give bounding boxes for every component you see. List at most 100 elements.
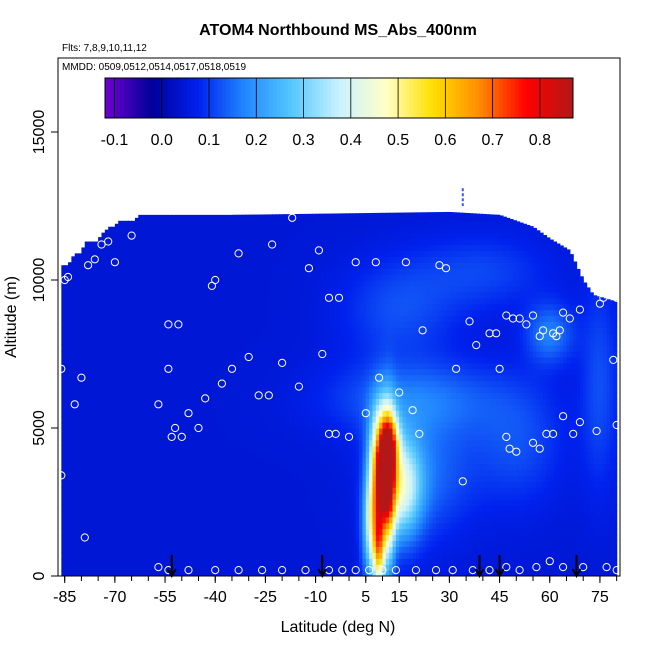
heat-cell xyxy=(191,504,196,512)
heat-cell xyxy=(68,564,72,571)
heat-cell xyxy=(268,297,273,305)
heat-cell xyxy=(255,422,260,429)
heat-cell xyxy=(121,487,126,494)
heat-cell xyxy=(155,362,159,370)
heat-cell xyxy=(124,534,129,542)
heat-cell xyxy=(221,333,226,340)
heat-cell xyxy=(124,362,129,370)
heat-cell xyxy=(275,238,280,246)
heat-cell xyxy=(158,333,163,340)
heat-cell xyxy=(305,433,310,441)
heat-cell xyxy=(175,516,180,524)
heat-cell xyxy=(262,558,267,565)
heat-cell xyxy=(258,309,263,317)
heat-cell xyxy=(118,250,123,257)
heat-cell xyxy=(151,345,156,352)
heat-cell xyxy=(292,528,297,536)
heat-cell xyxy=(131,404,136,411)
heat-cell xyxy=(255,220,260,228)
heat-cell xyxy=(114,428,119,435)
heat-cell xyxy=(325,564,330,571)
heat-cell xyxy=(165,297,169,305)
heat-cell xyxy=(328,362,333,370)
heat-cell xyxy=(201,220,206,228)
heat-cell xyxy=(278,499,283,506)
heat-cell xyxy=(241,250,246,257)
heat-cell xyxy=(315,404,320,411)
heat-cell xyxy=(191,433,196,441)
heat-cell xyxy=(275,220,280,228)
heat-cell xyxy=(104,274,109,281)
heat-cell xyxy=(245,380,250,388)
heat-cell xyxy=(298,469,303,476)
heat-cell xyxy=(114,504,119,512)
heat-cell xyxy=(215,475,220,482)
heat-cell xyxy=(215,226,220,234)
heat-cell xyxy=(235,244,240,251)
heat-cell xyxy=(211,339,216,346)
heat-cell xyxy=(188,226,193,234)
heat-cell xyxy=(275,244,280,251)
heat-cell xyxy=(292,510,297,518)
heat-cell xyxy=(191,481,196,488)
heat-cell xyxy=(225,244,230,251)
heat-cell xyxy=(332,285,337,293)
heat-cell xyxy=(178,510,183,518)
heat-cell xyxy=(278,416,283,423)
heat-cell xyxy=(144,321,149,328)
heat-cell xyxy=(288,327,293,334)
heat-cell xyxy=(265,274,270,281)
heat-cell xyxy=(211,451,216,459)
heat-cell xyxy=(315,534,320,542)
heat-cell xyxy=(332,404,337,411)
heat-cell xyxy=(265,380,270,388)
heat-cell xyxy=(262,220,267,228)
heat-cell xyxy=(158,504,163,512)
heat-cell xyxy=(88,410,93,417)
heat-cell xyxy=(292,232,297,240)
heat-cell xyxy=(292,333,297,340)
heat-cell xyxy=(328,356,333,364)
heat-cell xyxy=(188,487,193,494)
heat-cell xyxy=(201,451,206,459)
heat-cell xyxy=(104,368,109,376)
heat-cell xyxy=(141,339,146,346)
heat-cell xyxy=(332,439,337,447)
heat-cell xyxy=(98,564,103,571)
heat-cell xyxy=(104,256,109,263)
heat-cell xyxy=(238,546,243,553)
heat-cell xyxy=(181,398,186,405)
heat-cell xyxy=(61,268,66,275)
heat-cell xyxy=(255,214,260,222)
heat-cell xyxy=(201,570,206,576)
heat-cell xyxy=(315,392,320,399)
heat-cell xyxy=(84,463,89,471)
heat-cell xyxy=(131,280,136,287)
heat-cell xyxy=(322,422,327,429)
heat-cell xyxy=(228,297,233,305)
heat-cell xyxy=(282,475,287,482)
heat-cell xyxy=(208,351,213,358)
heat-cell xyxy=(131,256,136,263)
heat-cell xyxy=(285,309,290,317)
heat-cell xyxy=(288,469,293,476)
heat-cell xyxy=(305,262,310,269)
heat-cell xyxy=(128,362,133,370)
heat-cell xyxy=(114,321,119,328)
heat-cell xyxy=(111,339,116,346)
heat-cell xyxy=(148,238,153,246)
heat-cell xyxy=(91,410,96,417)
heat-cell xyxy=(231,309,236,317)
heat-cell xyxy=(252,285,256,293)
heat-cell xyxy=(104,321,109,328)
heat-cell xyxy=(231,220,236,228)
heat-cell xyxy=(268,315,273,323)
heat-cell xyxy=(275,499,280,506)
heat-cell xyxy=(144,487,149,494)
heat-cell xyxy=(308,422,313,429)
heat-cell xyxy=(155,398,159,405)
heat-cell xyxy=(161,392,166,399)
heat-cell xyxy=(308,398,313,405)
heat-cell xyxy=(91,333,96,340)
heat-cell xyxy=(141,522,146,530)
